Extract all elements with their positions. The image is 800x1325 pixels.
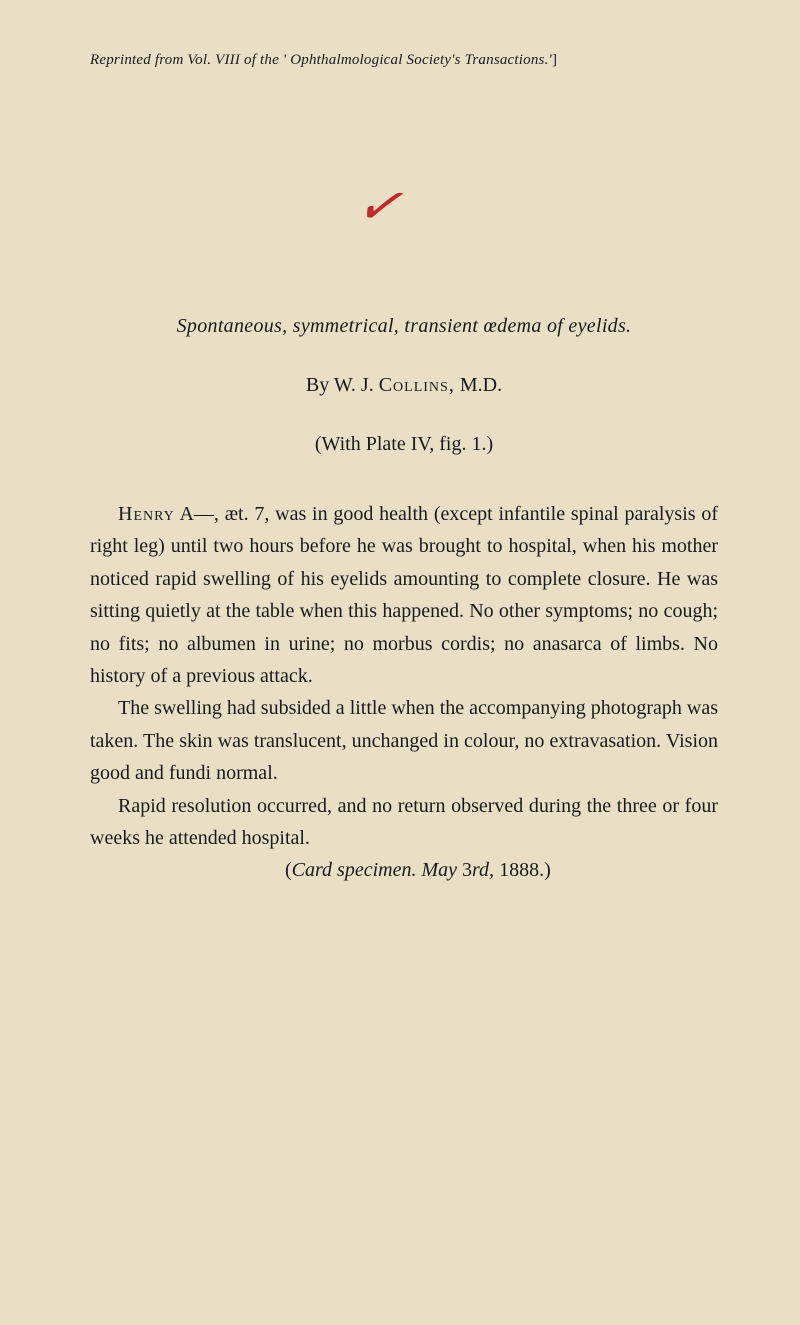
reprint-header: Reprinted from Vol. VIII of the ' Ophtha… (90, 52, 718, 69)
citation-card: Card specimen. (292, 859, 417, 881)
p1-text: A—, æt. 7, was in good health (except in… (90, 503, 718, 687)
document-page: Reprinted from Vol. VIII of the ' Ophtha… (0, 0, 800, 947)
author-suffix: M.D. (455, 374, 502, 396)
body-text: Henry A—, æt. 7, was in good health (exc… (90, 498, 718, 887)
citation: (Card specimen. May 3rd, 1888.) (90, 854, 718, 886)
citation-open: ( (285, 859, 292, 881)
paragraph-2: The swelling had subsided a little when … (90, 692, 718, 789)
paragraph-1: Henry A—, æt. 7, was in good health (exc… (90, 498, 718, 692)
citation-year: 1888.) (494, 859, 551, 881)
article-title: Spontaneous, symmetrical, transient œdem… (90, 315, 718, 338)
header-text: Reprinted from Vol. VIII of the ' Ophtha… (90, 52, 552, 68)
header-bracket: ] (552, 52, 557, 68)
checkmark-icon: ✓ (40, 132, 719, 280)
subject-name: Henry (118, 503, 175, 525)
plate-reference: (With Plate IV, fig. 1.) (90, 433, 718, 456)
paragraph-3: Rapid resolution occurred, and no return… (90, 790, 718, 855)
citation-month: May (421, 859, 462, 881)
citation-ord: rd, (472, 859, 494, 881)
citation-day: 3 (462, 859, 472, 881)
author-name: Collins, (379, 374, 455, 396)
author-line: By W. J. Collins, M.D. (90, 374, 718, 397)
author-prefix: By W. J. (306, 374, 379, 396)
